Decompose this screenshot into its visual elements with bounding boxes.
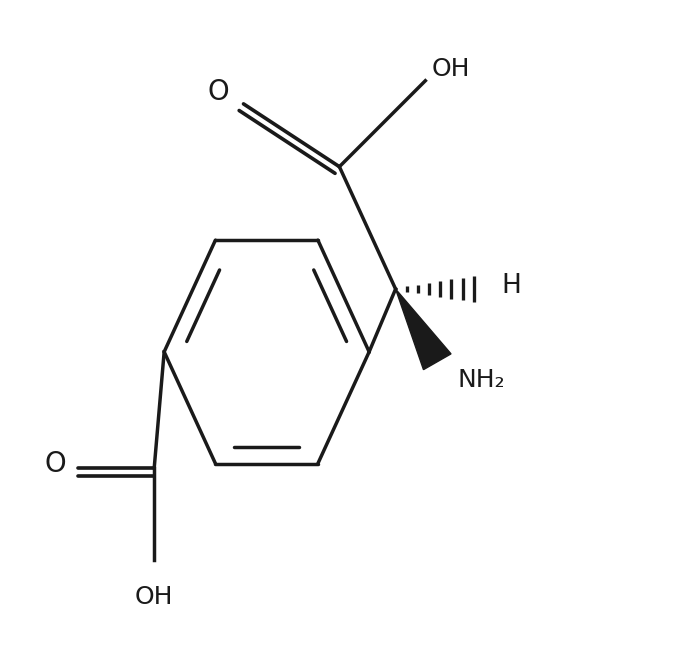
- Text: OH: OH: [135, 585, 174, 610]
- Polygon shape: [396, 289, 451, 370]
- Text: NH₂: NH₂: [457, 369, 504, 392]
- Text: O: O: [44, 450, 66, 478]
- Text: H: H: [502, 273, 521, 299]
- Text: OH: OH: [432, 57, 471, 81]
- Text: O: O: [208, 78, 229, 106]
